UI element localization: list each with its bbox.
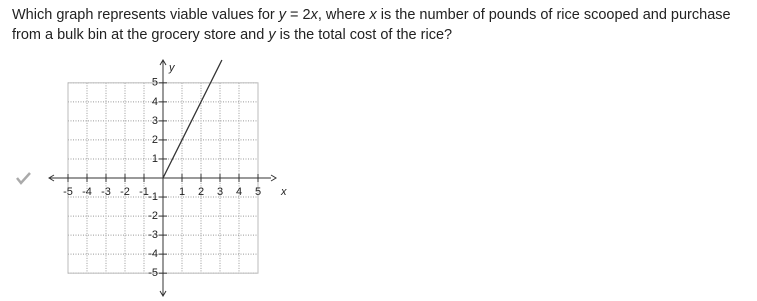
y-axis-label: y xyxy=(168,62,176,74)
y-tick-label: -5 xyxy=(148,267,158,279)
question-text: Which graph represents viable values for xyxy=(12,7,279,23)
x-axis-label: x xyxy=(280,186,287,198)
x-tick-label: -4 xyxy=(82,186,92,198)
x-tick-label: -2 xyxy=(120,186,130,198)
x-axis-arrow xyxy=(48,174,55,182)
y-tick-label: 3 xyxy=(152,115,158,127)
y-tick-label: 5 xyxy=(152,77,158,89)
question-text: y xyxy=(278,7,287,23)
x-tick-label: -5 xyxy=(63,186,73,198)
x-tick-label: -1 xyxy=(139,186,149,198)
y-tick-label: 1 xyxy=(152,153,158,165)
x-axis-arrow xyxy=(270,174,277,182)
question-text: is the number of pounds of rice scooped … xyxy=(12,7,731,43)
question-text: x xyxy=(310,7,318,23)
question-text: , where xyxy=(317,7,370,23)
question: Which graph represents viable values for… xyxy=(12,5,754,45)
y-tick-label: -3 xyxy=(148,229,158,241)
question-text: = 2 xyxy=(286,7,311,23)
data-line xyxy=(162,59,223,179)
y-tick-label: -2 xyxy=(148,210,158,222)
x-tick-label: 5 xyxy=(255,186,261,198)
y-axis-arrow xyxy=(159,59,167,66)
checkmark-icon xyxy=(16,172,31,185)
y-tick-label: 2 xyxy=(152,134,158,146)
y-tick-label: -1 xyxy=(148,191,158,203)
x-tick-label: -3 xyxy=(101,186,111,198)
y-tick-label: -4 xyxy=(148,248,158,260)
x-tick-label: 3 xyxy=(217,186,223,198)
question-text: is the total cost of the rice? xyxy=(275,27,453,43)
y-tick-label: 4 xyxy=(152,96,158,108)
question-text: x xyxy=(369,7,377,23)
question-text: y xyxy=(268,27,276,43)
x-tick-label: 4 xyxy=(236,186,242,198)
x-tick-label: 2 xyxy=(198,186,204,198)
y-axis-arrow xyxy=(159,290,167,297)
x-tick-label: 1 xyxy=(179,186,185,198)
